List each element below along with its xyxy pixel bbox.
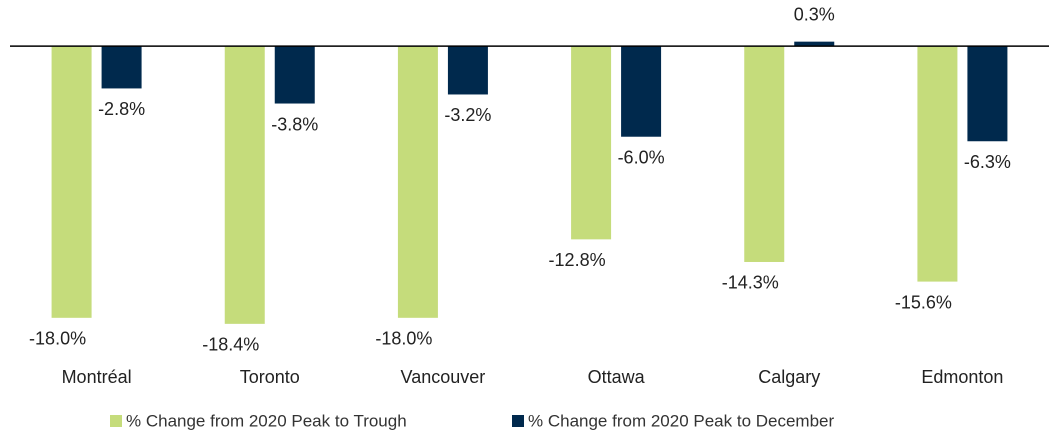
data-label: -6.0% (618, 147, 665, 167)
x-tick-label: Ottawa (588, 367, 646, 387)
data-label: -18.0% (375, 329, 432, 349)
data-label: -6.3% (964, 152, 1011, 172)
x-tick-label: Toronto (240, 367, 300, 387)
bar (447, 46, 488, 95)
bar (794, 41, 835, 47)
data-label: 0.3% (794, 4, 835, 24)
data-label: -18.0% (29, 329, 86, 349)
data-label: -2.8% (98, 99, 145, 119)
bar (967, 46, 1008, 142)
bar (51, 46, 92, 318)
data-label: -3.2% (444, 105, 491, 125)
data-label: -3.8% (271, 114, 318, 134)
bar (101, 46, 142, 89)
bar (744, 46, 785, 262)
x-tick-label: Montréal (62, 367, 132, 387)
data-label: -12.8% (549, 250, 606, 270)
x-tick-label: Vancouver (401, 367, 486, 387)
bar (917, 46, 958, 282)
data-label: -14.3% (722, 273, 779, 293)
data-label: -15.6% (895, 292, 952, 312)
data-label: -18.4% (202, 335, 259, 355)
bar (397, 46, 438, 318)
bar (274, 46, 315, 104)
legend-label: % Change from 2020 Peak to December (528, 411, 835, 430)
legend-swatch (110, 415, 122, 427)
x-tick-label: Calgary (758, 367, 820, 387)
bar (571, 46, 612, 240)
legend-label: % Change from 2020 Peak to Trough (126, 411, 407, 430)
legend-swatch (512, 415, 524, 427)
bar (224, 46, 265, 324)
x-tick-label: Edmonton (921, 367, 1003, 387)
bar (621, 46, 662, 137)
